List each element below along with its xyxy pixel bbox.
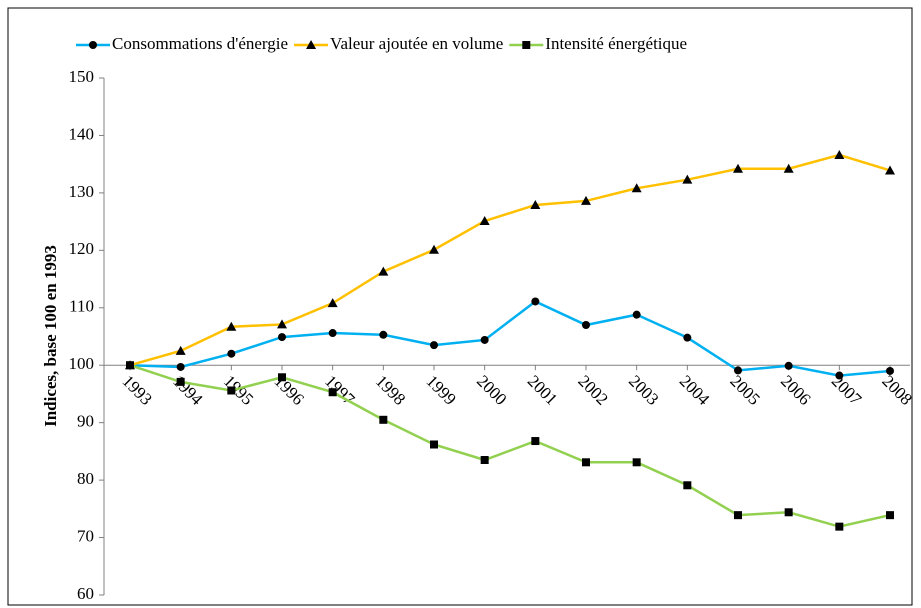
marker xyxy=(834,149,845,159)
marker xyxy=(582,458,590,467)
marker xyxy=(226,321,237,331)
marker xyxy=(480,456,489,465)
marker xyxy=(835,371,844,380)
marker xyxy=(581,195,591,205)
marker xyxy=(886,366,894,375)
marker xyxy=(632,310,641,319)
series-line xyxy=(129,153,891,367)
marker xyxy=(278,373,286,382)
marker xyxy=(278,333,286,342)
marker xyxy=(126,361,134,370)
y-axis-label: Indices, base 100 en 1993 xyxy=(41,245,60,427)
marker xyxy=(175,345,186,355)
marker xyxy=(886,511,894,520)
marker xyxy=(734,366,742,375)
legend-label: Consommations d'énergie xyxy=(112,34,288,53)
marker xyxy=(379,330,388,339)
marker xyxy=(328,388,337,397)
marker xyxy=(885,165,895,175)
marker xyxy=(784,508,793,517)
marker xyxy=(379,415,388,424)
marker xyxy=(835,522,844,531)
y-tick-label: 110 xyxy=(69,297,94,316)
marker xyxy=(277,319,287,329)
marker xyxy=(176,362,185,371)
marker xyxy=(784,361,793,370)
marker xyxy=(683,333,692,342)
marker xyxy=(682,174,693,184)
chart-border xyxy=(7,7,913,606)
legend-label: Valeur ajoutée en volume xyxy=(330,34,503,53)
marker xyxy=(522,41,531,49)
marker xyxy=(227,386,236,395)
marker xyxy=(530,199,541,209)
marker xyxy=(176,377,185,386)
marker xyxy=(632,458,641,467)
y-tick-label: 70 xyxy=(77,526,94,545)
marker xyxy=(734,511,742,520)
marker xyxy=(89,41,97,49)
marker xyxy=(733,163,743,173)
y-tick-label: 60 xyxy=(77,584,94,603)
marker xyxy=(429,244,439,254)
marker xyxy=(306,40,317,49)
y-tick-label: 130 xyxy=(69,182,95,201)
y-tick-label: 150 xyxy=(69,67,95,86)
marker xyxy=(683,481,692,490)
marker xyxy=(582,321,590,330)
series-line xyxy=(129,364,891,528)
marker xyxy=(531,297,540,306)
marker xyxy=(480,335,489,344)
marker xyxy=(430,440,438,449)
marker xyxy=(327,298,338,308)
marker xyxy=(227,349,236,358)
y-tick-label: 90 xyxy=(77,412,94,431)
marker xyxy=(328,329,337,338)
marker xyxy=(631,183,642,193)
marker xyxy=(378,266,389,276)
series-line xyxy=(129,300,891,377)
legend-label: Intensité énergétique xyxy=(545,34,687,53)
marker xyxy=(531,437,540,446)
marker xyxy=(479,216,490,226)
y-tick-label: 140 xyxy=(69,124,95,143)
marker xyxy=(783,163,794,173)
y-tick-label: 120 xyxy=(69,239,95,258)
y-tick-label: 100 xyxy=(69,354,95,373)
y-tick-label: 80 xyxy=(77,469,94,488)
marker xyxy=(430,341,438,350)
